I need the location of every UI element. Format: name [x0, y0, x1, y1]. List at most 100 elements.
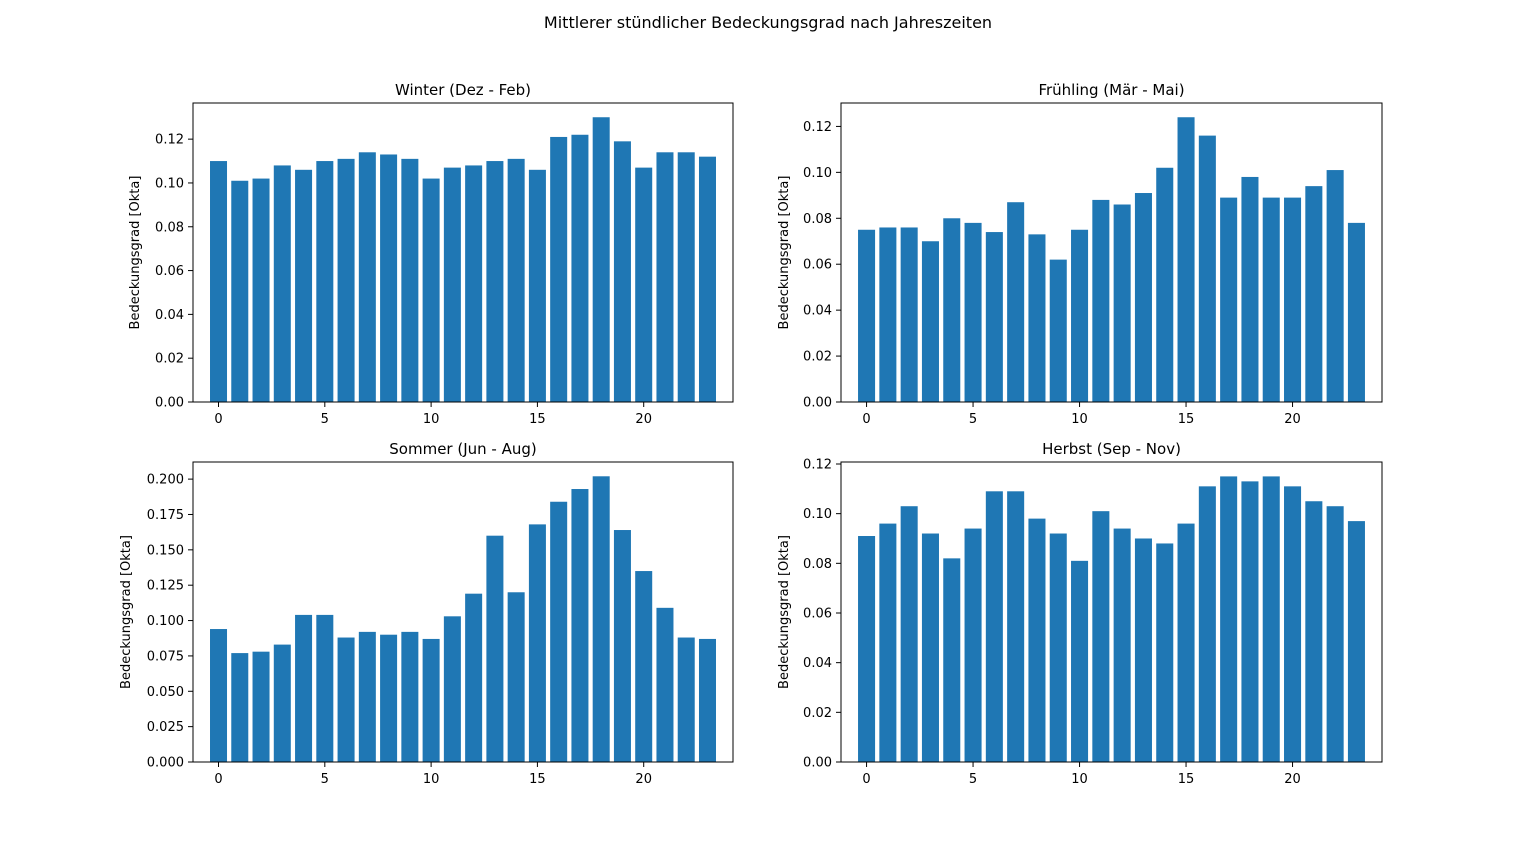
bar [380, 154, 398, 402]
y-tick-label: 0.12 [803, 457, 832, 472]
bar [1007, 202, 1025, 402]
x-tick-label: 20 [1284, 412, 1301, 427]
bar [1220, 197, 1238, 402]
y-tick-label: 0.100 [147, 614, 184, 629]
y-tick-label: 0.10 [803, 507, 832, 522]
bar [1028, 518, 1046, 762]
bar [273, 165, 291, 402]
y-tick-label: 0.050 [147, 685, 184, 700]
bar [1241, 481, 1259, 762]
bar [571, 134, 589, 402]
bar [486, 535, 504, 762]
x-tick-label: 15 [529, 412, 546, 427]
bar [1049, 259, 1067, 402]
y-tick-label: 0.10 [155, 176, 184, 191]
subplot-title: Frühling (Mär - Mai) [1038, 81, 1184, 99]
y-tick-label: 0.12 [155, 133, 184, 148]
bar [1284, 486, 1302, 762]
y-tick-label: 0.175 [147, 508, 184, 523]
x-tick-label: 10 [423, 772, 440, 787]
subplot-title: Herbst (Sep - Nov) [1042, 440, 1181, 458]
bar [858, 229, 876, 402]
bar [443, 167, 461, 402]
y-tick-label: 0.06 [803, 258, 832, 273]
bar [1071, 560, 1089, 762]
y-tick-label: 0.04 [155, 308, 184, 323]
bar [358, 152, 376, 402]
bar [465, 165, 483, 402]
x-tick-label: 15 [529, 772, 546, 787]
y-axis-label: Bedeckungsgrad [Okta] [777, 176, 792, 330]
bar [1326, 170, 1344, 402]
bar [879, 227, 897, 402]
subplot-1: 0 5 10 15 20 0.00 0.02 0.04 0.06 0.08 0.10 0.12 Wint… [128, 81, 734, 427]
subplot-3: 0 5 10 15 20 0.000 0.025 0.050 0.075 0.100 0.125 0.… [119, 440, 734, 787]
x-tick-label: 15 [1178, 772, 1195, 787]
y-tick-label: 0.025 [147, 720, 184, 735]
bar [1156, 167, 1174, 402]
bar [1347, 521, 1365, 762]
bar [1092, 199, 1110, 402]
y-tick-label: 0.06 [155, 264, 184, 279]
y-tick-label: 0.00 [803, 756, 832, 771]
subplot-title: Sommer (Jun - Aug) [389, 440, 536, 458]
y-tick-label: 0.02 [155, 352, 184, 367]
y-tick-label: 0.150 [147, 543, 184, 558]
x-tick-label: 20 [635, 772, 652, 787]
bar [1284, 197, 1302, 402]
x-tick-label: 10 [423, 412, 440, 427]
x-tick-label: 15 [1178, 412, 1195, 427]
bar [698, 638, 716, 762]
bar [210, 629, 228, 762]
bar [1305, 186, 1323, 402]
bar [656, 152, 674, 402]
bar [252, 651, 270, 762]
bar [401, 631, 419, 762]
subplot-title: Winter (Dez - Feb) [395, 81, 531, 99]
bar [1198, 486, 1216, 762]
bar [943, 218, 961, 402]
y-tick-label: 0.04 [803, 304, 832, 319]
y-tick-label: 0.000 [147, 756, 184, 771]
bar [921, 533, 939, 762]
bar [1220, 476, 1238, 762]
x-tick-label: 5 [969, 412, 977, 427]
y-tick-label: 0.00 [155, 396, 184, 411]
x-tick-label: 5 [969, 772, 977, 787]
bar [550, 501, 568, 762]
figure-title: Mittlerer stündlicher Bedeckungsgrad nac… [544, 13, 992, 32]
y-tick-label: 0.08 [803, 212, 832, 227]
y-tick-label: 0.04 [803, 656, 832, 671]
bar [858, 536, 876, 762]
y-tick-label: 0.02 [803, 350, 832, 365]
bar [550, 136, 568, 402]
x-tick-label: 10 [1071, 772, 1088, 787]
bar [613, 141, 631, 402]
bar [316, 614, 334, 762]
subplot-4: 0 5 10 15 20 0.00 0.02 0.04 0.06 0.08 0.10 0.12 Herb… [777, 440, 1383, 787]
bar [964, 528, 982, 762]
bar [231, 653, 249, 762]
bar [1198, 135, 1216, 403]
bar [507, 592, 525, 762]
bar [1028, 234, 1046, 402]
bar [422, 638, 440, 762]
bar [677, 637, 695, 762]
axes-frame [192, 102, 734, 403]
bar [592, 117, 610, 403]
bar [1177, 523, 1195, 762]
bar [210, 161, 228, 402]
bar [677, 152, 695, 402]
x-tick-label: 0 [862, 412, 870, 427]
bar [337, 158, 355, 402]
bar [1134, 538, 1152, 762]
bar [295, 169, 313, 402]
y-tick-label: 0.00 [803, 396, 832, 411]
bar [635, 167, 653, 402]
bar [635, 571, 653, 762]
y-axis-label: Bedeckungsgrad [Okta] [119, 535, 134, 689]
bar [273, 644, 291, 762]
axes-frame [840, 102, 1383, 403]
bar [571, 489, 589, 762]
y-tick-label: 0.125 [147, 579, 184, 594]
